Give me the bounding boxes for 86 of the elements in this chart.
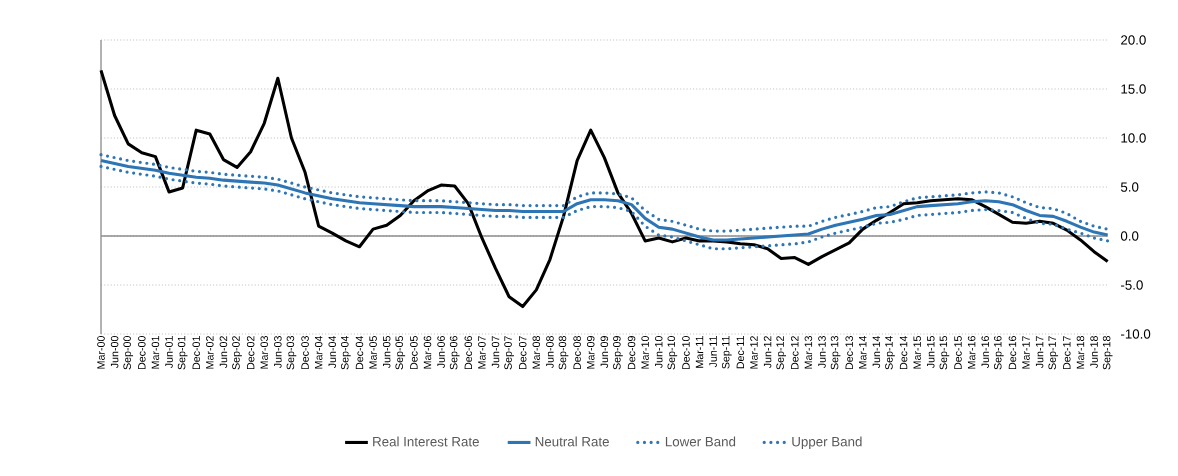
x-tick-label: Jun-06 [437,336,445,369]
x-tick-label: Mar-02 [206,336,214,369]
x-tick-label: Jun-01 [165,336,173,369]
legend-label: Lower Band [665,436,736,447]
x-tick-label: Mar-17 [1022,336,1030,369]
x-tick-label: Mar-14 [859,335,867,369]
x-tick-label: Dec-00 [138,336,146,370]
x-tick-label: Dec-17 [1063,336,1071,370]
x-tick-label: Dec-14 [899,335,908,370]
x-tick-label: Jun-14 [872,335,881,369]
x-tick-label: Sep-13 [830,336,841,370]
x-tick-label: Sep-08 [558,336,569,370]
x-tick-label: Mar-04 [314,335,323,369]
x-tick-label: Dec-11 [736,336,745,369]
x-tick-label: Mar-11 [695,336,704,368]
x-tick-label: Dec-01 [192,336,201,370]
x-tick-label: Mar-07 [478,336,486,369]
x-tick-label: Sep-17 [1048,336,1059,370]
x-tick-label: Jun-05 [382,336,391,369]
x-tick-label: Dec-15 [954,336,962,370]
x-tick-label: Jun-02 [219,336,228,369]
x-tick-label: Jun-15 [927,336,935,369]
x-tick-label: Mar-05 [369,336,377,369]
x-tick-label: Sep-05 [395,336,406,370]
legend-label: Real Interest Rate [373,436,479,447]
x-tick-label: Dec-02 [246,336,255,370]
x-tick-label: Sep-12 [776,336,787,370]
x-tick-label: Mar-03 [260,336,269,369]
x-tick-label: Dec-04 [355,335,364,370]
x-tick-label: Sep-11 [721,336,732,369]
x-tick-label: Jun-04 [328,335,337,369]
x-tick-label: Mar-09 [586,336,595,369]
x-tick-label: Dec-13 [845,336,853,370]
x-tick-label: Mar-12 [750,336,758,369]
x-tick-label: Dec-08 [573,336,581,370]
x-tick-label: Mar-15 [913,336,921,369]
y-tick-label: 10.0 [1121,133,1146,143]
y-tick-label: 0.0 [1120,231,1139,241]
x-tick-label: Sep-01 [177,336,188,370]
x-tick-label: Jun-18 [1090,336,1098,369]
x-tick-label: Sep-18 [1102,336,1113,370]
x-tick-label: Jun-13 [818,336,826,369]
x-tick-label: Jun-08 [546,336,554,369]
x-tick-label: Sep-04 [341,335,351,370]
x-tick-label: Sep-02 [232,336,242,370]
x-tick-label: Dec-03 [301,336,309,370]
x-tick-label: Mar-01 [151,336,160,369]
x-tick-label: Jun-00 [110,336,119,369]
x-tick-label: Mar-13 [804,336,813,369]
x-tick-label: Mar-18 [1076,336,1085,369]
x-tick-label: Jun-12 [763,336,772,369]
x-tick-label: Sep-00 [123,336,134,370]
legend-label: Neutral Rate [535,436,609,447]
y-tick-label: 15.0 [1121,84,1146,94]
y-tick-label: 5.0 [1120,182,1139,192]
x-tick-label: Sep-03 [286,336,297,370]
y-tick-label: -5.0 [1120,280,1143,290]
x-tick-label: Sep-15 [939,336,950,370]
x-tick-label: Mar-10 [641,336,649,369]
legend-label: Upper Band [792,436,862,450]
x-tick-label: Sep-14 [885,335,895,370]
x-tick-label: Jun-17 [1035,336,1044,369]
x-tick-label: Mar-16 [967,336,976,369]
x-tick-label: Mar-00 [97,336,105,369]
x-tick-label: Jun-09 [600,336,609,369]
x-tick-label: Sep-16 [994,336,1004,370]
x-tick-label: Dec-10 [682,336,690,370]
x-tick-label: Jun-07 [491,336,500,369]
x-tick-label: Sep-09 [613,336,623,370]
x-tick-label: Mar-08 [532,336,541,369]
x-tick-label: Jun-10 [654,336,663,369]
x-tick-label: Dec-07 [518,336,527,370]
x-tick-label: Mar-06 [423,336,432,369]
x-tick-label: Dec-16 [1008,336,1017,370]
x-tick-label: Jun-16 [981,336,990,369]
x-tick-label: Dec-12 [791,336,799,370]
x-tick-label: Dec-05 [410,336,418,370]
x-tick-label: Jun-03 [274,336,282,369]
x-tick-label: Dec-09 [627,336,636,370]
y-tick-label: -10.0 [1120,329,1151,339]
y-tick-label: 20.0 [1121,35,1146,45]
x-tick-label: Sep-10 [667,336,678,370]
x-tick-label: Dec-06 [464,336,473,370]
x-tick-label: Sep-07 [504,336,514,370]
x-tick-label: Sep-06 [449,336,460,370]
x-tick-label: Jun-11 [709,336,717,368]
